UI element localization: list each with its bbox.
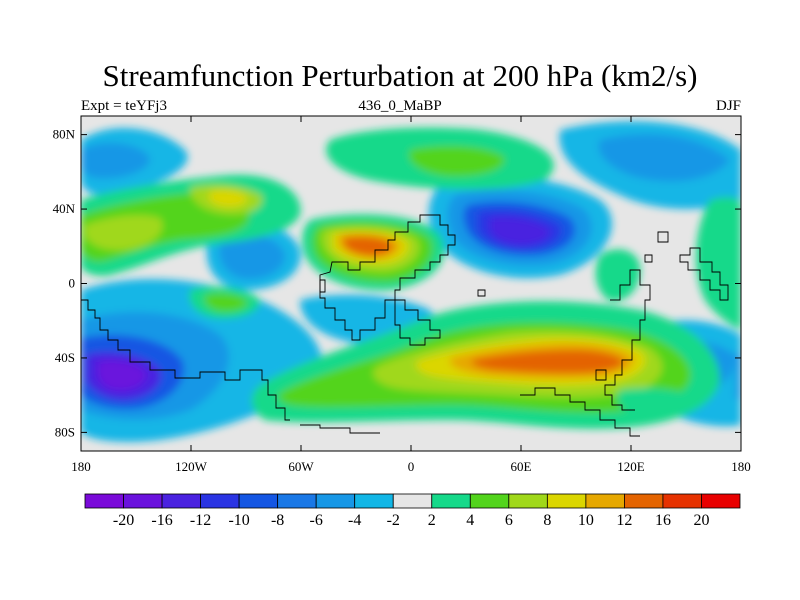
lon-tick-label: 180 (71, 459, 91, 474)
colorbar-swatch (585, 493, 625, 509)
colorbar-level-label: 12 (616, 512, 632, 529)
colorbar-level-label: 8 (543, 512, 551, 529)
colorbar-swatch (123, 493, 163, 509)
colorbar-swatch (392, 493, 433, 509)
colorbar-level-label: 16 (655, 512, 671, 529)
lat-tick-label: 0 (69, 276, 76, 291)
colorbar-swatch (238, 493, 279, 509)
colorbar-swatch (701, 493, 741, 509)
colorbar-swatch (315, 493, 356, 509)
colorbar-level-label: 10 (578, 512, 594, 529)
colorbar-level-label: 20 (693, 512, 709, 529)
contour-fill-layer (81, 121, 741, 442)
colorbar-swatch (508, 493, 548, 509)
lon-tick-label: 120W (175, 459, 208, 474)
colorbar-level-label: -12 (190, 512, 211, 529)
colorbar-swatch (354, 493, 394, 509)
lon-tick-label: 180 (731, 459, 751, 474)
lat-tick-label: 40S (55, 350, 75, 365)
lat-tick-label: 80S (55, 424, 75, 439)
colorbar-swatch (624, 493, 664, 509)
colorbar-level-label: 4 (466, 512, 474, 529)
map-axes: 80N 40N 0 40S 80S 180 120W 60W 0 60E 120E 180 (53, 116, 751, 474)
lon-tick-label: 0 (408, 459, 415, 474)
colorbar-swatch (662, 493, 702, 509)
colorbar-level-label: -10 (228, 512, 249, 529)
colorbar-swatch (469, 493, 510, 509)
colorbar-level-label: -8 (271, 512, 284, 529)
colorbar-level-label: 6 (505, 512, 513, 529)
colorbar-swatch (200, 493, 240, 509)
lon-tick-label: 60W (288, 459, 314, 474)
colorbar-swatch (431, 493, 471, 509)
colorbar-level-label: -2 (387, 512, 400, 529)
plot-title: Streamfunction Perturbation at 200 hPa (… (102, 58, 698, 93)
coastline-layer (81, 214, 729, 437)
lon-tick-label: 60E (511, 459, 532, 474)
colorbar-level-label: 2 (428, 512, 436, 529)
case-label: 436_0_MaBP (358, 98, 442, 114)
colorbar-swatch (161, 493, 201, 509)
colorbar-level-label: -4 (348, 512, 361, 529)
season-label: DJF (715, 98, 741, 114)
colorbar-level-label: -20 (113, 512, 134, 529)
lat-tick-label: 40N (53, 201, 76, 216)
colorbar-level-label: -16 (151, 512, 172, 529)
colorbar-level-label: -6 (310, 512, 323, 529)
colorbar-swatch (546, 493, 587, 509)
map-area (80, 115, 742, 452)
lon-tick-label: 120E (617, 459, 645, 474)
lat-tick-label: 80N (53, 127, 76, 142)
experiment-label: Expt = teYFj3 (81, 98, 167, 114)
colorbar: -20 -16 -12 -10 -8 -6 -4 -2 2 4 6 8 10 12 16 20 (84, 493, 741, 529)
colorbar-swatch (277, 493, 317, 509)
colorbar-swatch (84, 493, 124, 509)
